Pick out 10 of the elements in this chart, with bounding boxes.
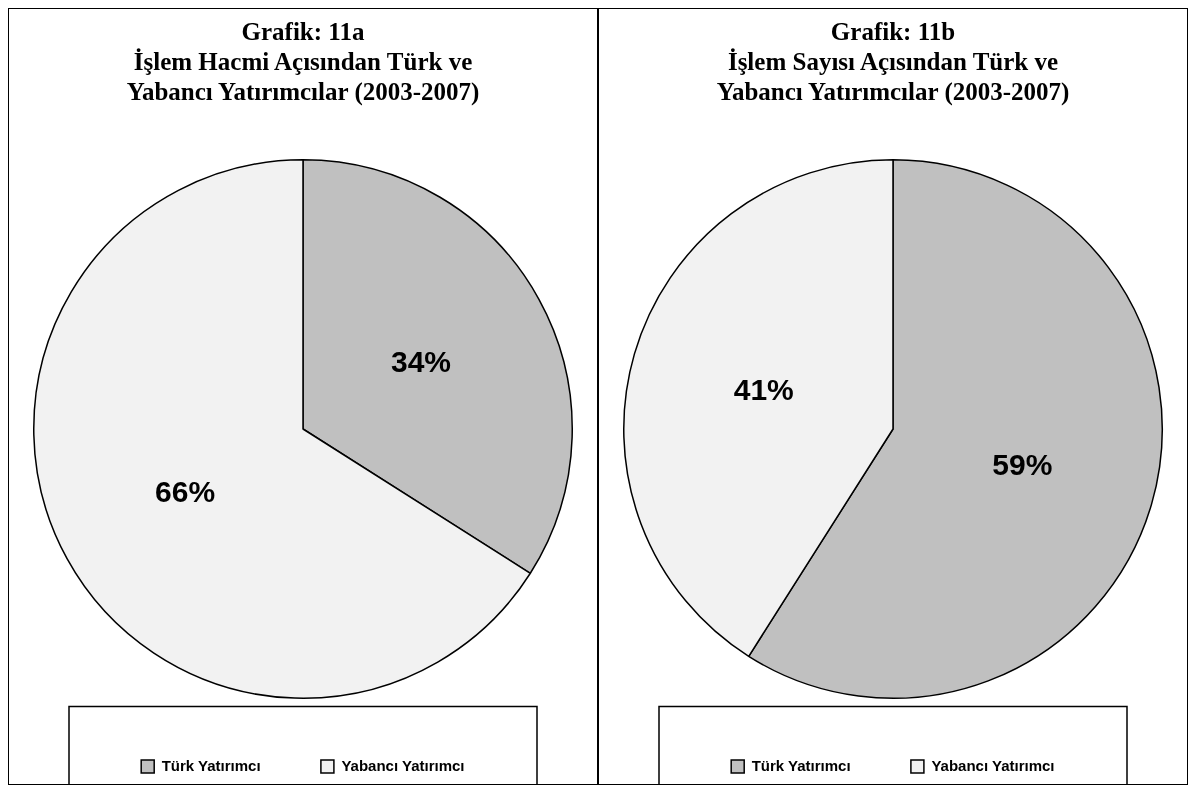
chart-title: Grafik: 11a İşlem Hacmi Açısından Türk ve Yabancı Yatırımcılar (2003-2007) bbox=[126, 18, 480, 107]
legend-label: Yabancı Yatırımcı bbox=[931, 756, 1055, 774]
data-label: 66% bbox=[155, 475, 216, 509]
data-label: 41% bbox=[733, 372, 794, 406]
legend-label: Türk Yatırımcı bbox=[751, 756, 851, 774]
legend-label: Yabancı Yatırımcı bbox=[341, 756, 465, 774]
legend-label: Türk Yatırımcı bbox=[161, 756, 261, 774]
data-label: 59% bbox=[992, 447, 1053, 481]
data-label: 34% bbox=[390, 345, 451, 379]
chart-title: Grafik: 11b İşlem Sayısı Açısından Türk ve Yabancı Yatırımcılar (2003-2007) bbox=[716, 18, 1070, 107]
